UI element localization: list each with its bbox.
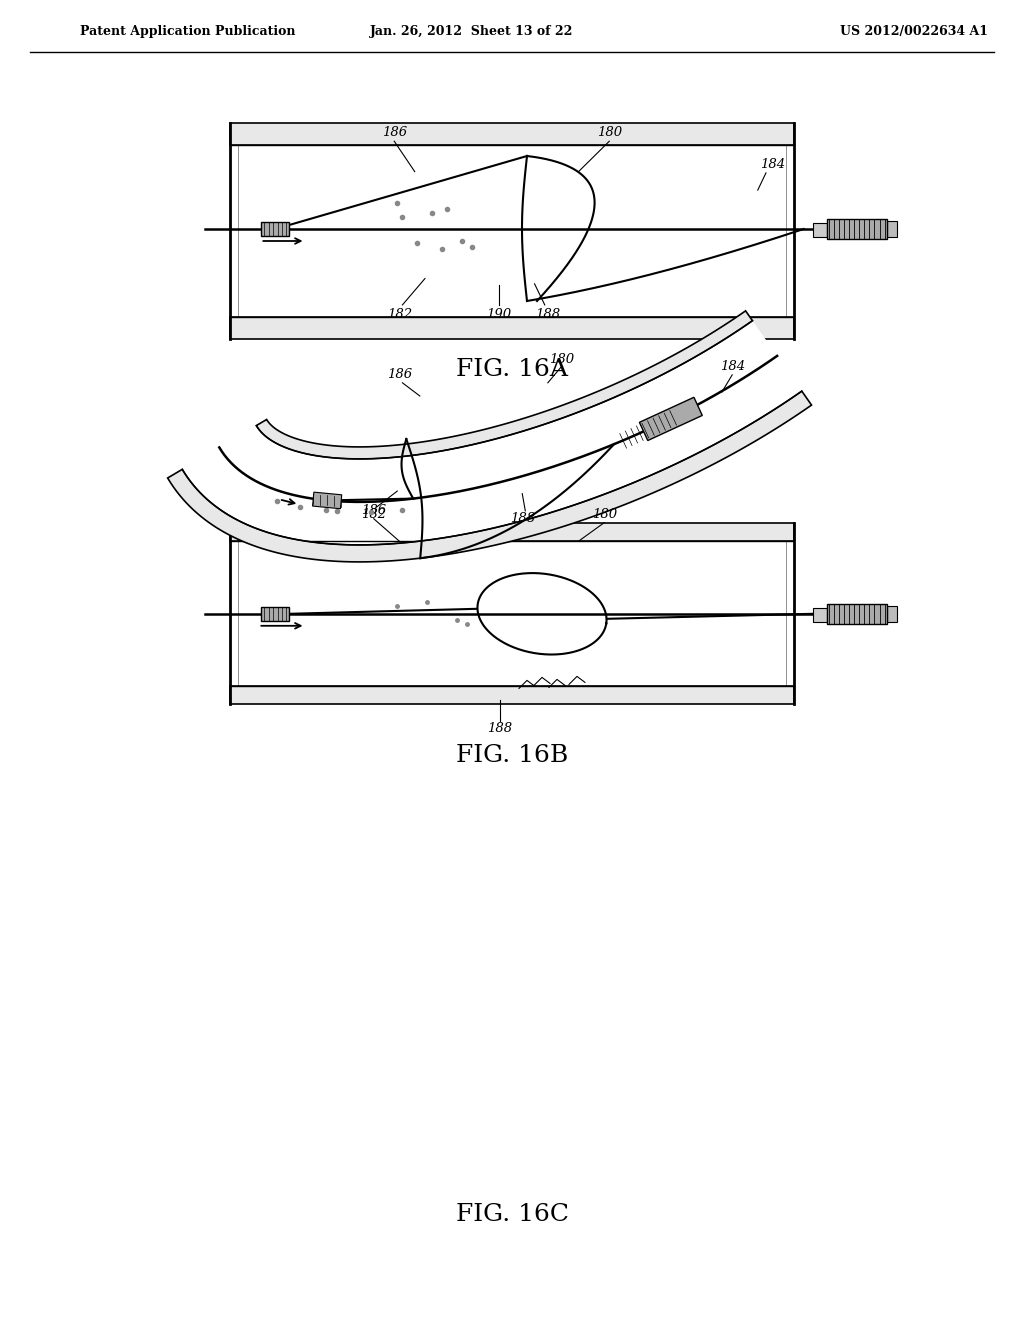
Text: Patent Application Publication: Patent Application Publication xyxy=(80,25,296,38)
Polygon shape xyxy=(230,541,794,686)
Bar xyxy=(261,607,290,620)
Text: 182: 182 xyxy=(387,308,412,321)
Bar xyxy=(813,223,826,238)
Polygon shape xyxy=(230,123,794,145)
Text: 188: 188 xyxy=(536,308,560,321)
Bar xyxy=(887,606,897,622)
Text: US 2012/0022634 A1: US 2012/0022634 A1 xyxy=(840,25,988,38)
Bar xyxy=(887,220,897,238)
Text: 180: 180 xyxy=(597,125,622,139)
Text: 186: 186 xyxy=(387,368,412,381)
Text: 186: 186 xyxy=(361,504,386,517)
Text: 188: 188 xyxy=(510,512,535,525)
Text: 180: 180 xyxy=(592,508,616,521)
Polygon shape xyxy=(230,317,794,339)
Text: 190: 190 xyxy=(486,308,511,321)
Text: 186: 186 xyxy=(382,125,407,139)
Text: 188: 188 xyxy=(487,722,512,735)
Polygon shape xyxy=(230,145,794,317)
Bar xyxy=(312,492,342,508)
Polygon shape xyxy=(230,523,794,541)
Text: Jan. 26, 2012  Sheet 13 of 22: Jan. 26, 2012 Sheet 13 of 22 xyxy=(371,25,573,38)
Text: 182: 182 xyxy=(361,508,386,521)
Bar xyxy=(639,397,702,441)
Polygon shape xyxy=(256,310,753,459)
Text: 180: 180 xyxy=(549,352,573,366)
Polygon shape xyxy=(182,321,802,545)
Polygon shape xyxy=(168,391,812,562)
Text: FIG. 16A: FIG. 16A xyxy=(456,358,568,381)
Bar xyxy=(813,607,826,622)
Polygon shape xyxy=(230,686,794,705)
Text: FIG. 16C: FIG. 16C xyxy=(456,1203,568,1226)
Bar xyxy=(261,222,290,236)
Text: 184: 184 xyxy=(720,360,744,374)
Text: 184: 184 xyxy=(761,158,785,172)
Text: FIG. 16B: FIG. 16B xyxy=(456,743,568,767)
Bar xyxy=(826,219,887,239)
Bar xyxy=(826,603,887,624)
